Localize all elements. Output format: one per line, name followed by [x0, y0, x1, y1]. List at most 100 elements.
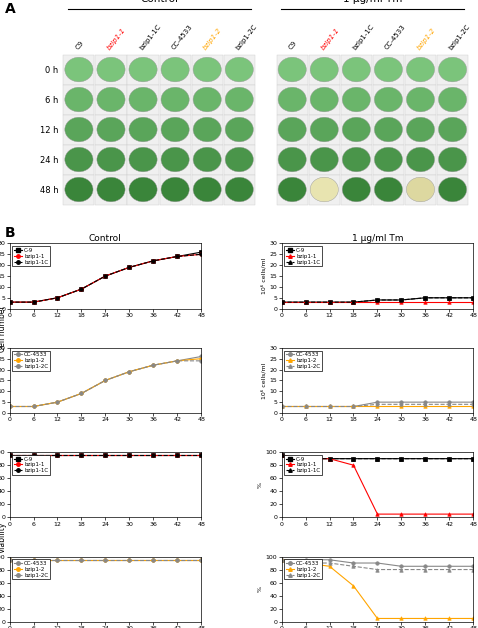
Ellipse shape: [438, 87, 467, 112]
Ellipse shape: [97, 177, 125, 202]
Ellipse shape: [310, 117, 338, 142]
Ellipse shape: [129, 147, 157, 172]
Ellipse shape: [65, 177, 93, 202]
Text: C9: C9: [74, 40, 85, 51]
Ellipse shape: [97, 87, 125, 112]
Bar: [64, 116, 95, 144]
Ellipse shape: [438, 117, 467, 142]
Bar: [224, 85, 255, 115]
Bar: [224, 145, 255, 175]
Text: 1 μg/ml Tm: 1 μg/ml Tm: [343, 0, 402, 4]
Bar: [192, 55, 223, 85]
Text: 6 h: 6 h: [45, 95, 58, 105]
Ellipse shape: [225, 87, 253, 112]
Bar: [128, 116, 159, 144]
Bar: [160, 175, 191, 205]
Text: bzip1-1C: bzip1-1C: [352, 23, 375, 51]
Bar: [405, 85, 436, 115]
Bar: [309, 116, 340, 144]
Title: Control: Control: [89, 234, 122, 242]
Bar: [160, 85, 191, 115]
Bar: [373, 55, 404, 85]
Bar: [277, 116, 308, 144]
Bar: [128, 85, 159, 115]
Ellipse shape: [278, 87, 306, 112]
Legend: C-9, bzip1-1, bzip1-1C: C-9, bzip1-1, bzip1-1C: [284, 455, 322, 475]
Ellipse shape: [193, 117, 221, 142]
Text: Control: Control: [140, 0, 178, 4]
Text: B: B: [5, 226, 15, 241]
Bar: [224, 116, 255, 144]
Text: bzip1-1: bzip1-1: [106, 26, 127, 51]
Ellipse shape: [161, 177, 189, 202]
Bar: [437, 85, 468, 115]
Legend: CC-4533, bzip1-2, bzip1-2C: CC-4533, bzip1-2, bzip1-2C: [284, 560, 322, 579]
Ellipse shape: [129, 87, 157, 112]
Bar: [405, 145, 436, 175]
Bar: [128, 145, 159, 175]
Ellipse shape: [342, 177, 370, 202]
Ellipse shape: [225, 177, 253, 202]
Ellipse shape: [65, 117, 93, 142]
Ellipse shape: [278, 117, 306, 142]
Bar: [437, 145, 468, 175]
Ellipse shape: [310, 147, 338, 172]
Text: bzip1-1: bzip1-1: [319, 26, 340, 51]
Bar: [192, 175, 223, 205]
Bar: [96, 116, 127, 144]
Bar: [373, 175, 404, 205]
Ellipse shape: [97, 57, 125, 82]
Ellipse shape: [65, 57, 93, 82]
Text: Viability: Viability: [0, 521, 7, 553]
Bar: [64, 55, 95, 85]
Legend: C-9, bzip1-1, bzip1-1C: C-9, bzip1-1, bzip1-1C: [12, 455, 50, 475]
Bar: [192, 145, 223, 175]
Text: A: A: [5, 2, 16, 16]
Legend: C-9, bzip1-1, bzip1-1C: C-9, bzip1-1, bzip1-1C: [284, 246, 322, 266]
Title: 1 μg/ml Tm: 1 μg/ml Tm: [352, 234, 403, 242]
Y-axis label: %: %: [258, 482, 263, 488]
Ellipse shape: [129, 57, 157, 82]
Ellipse shape: [374, 177, 402, 202]
Bar: [373, 116, 404, 144]
Ellipse shape: [65, 147, 93, 172]
Ellipse shape: [97, 147, 125, 172]
Ellipse shape: [161, 147, 189, 172]
Bar: [128, 175, 159, 205]
Bar: [96, 175, 127, 205]
Ellipse shape: [374, 57, 402, 82]
Bar: [192, 85, 223, 115]
Text: bzip1-1C: bzip1-1C: [138, 23, 162, 51]
Ellipse shape: [225, 117, 253, 142]
Bar: [341, 85, 372, 115]
Bar: [224, 55, 255, 85]
Bar: [277, 145, 308, 175]
Text: 0 h: 0 h: [45, 66, 58, 75]
Ellipse shape: [278, 147, 306, 172]
Bar: [96, 145, 127, 175]
Ellipse shape: [161, 87, 189, 112]
Bar: [437, 116, 468, 144]
Bar: [160, 145, 191, 175]
Text: CC-4533: CC-4533: [384, 24, 407, 51]
Text: bzip1-2: bzip1-2: [416, 26, 436, 51]
Bar: [309, 55, 340, 85]
Legend: CC-4533, bzip1-2, bzip1-2C: CC-4533, bzip1-2, bzip1-2C: [284, 350, 322, 371]
Ellipse shape: [193, 147, 221, 172]
Bar: [224, 175, 255, 205]
Ellipse shape: [193, 87, 221, 112]
Bar: [160, 116, 191, 144]
Text: C9: C9: [287, 40, 298, 51]
Text: 24 h: 24 h: [40, 156, 58, 165]
Ellipse shape: [406, 147, 435, 172]
Text: CC-4533: CC-4533: [170, 24, 194, 51]
Bar: [309, 175, 340, 205]
Bar: [341, 55, 372, 85]
Bar: [277, 55, 308, 85]
Text: 12 h: 12 h: [40, 126, 58, 134]
Bar: [437, 55, 468, 85]
Text: bzip1-2C: bzip1-2C: [448, 23, 471, 51]
Bar: [64, 145, 95, 175]
Ellipse shape: [406, 177, 435, 202]
Bar: [64, 175, 95, 205]
